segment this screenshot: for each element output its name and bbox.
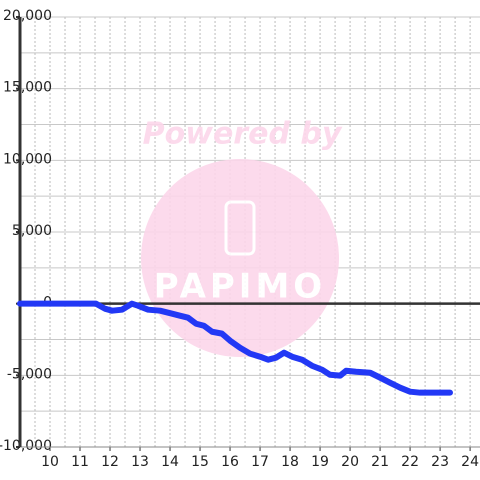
watermark-text: Powered by: [143, 117, 343, 152]
x-tick-label: 12: [101, 454, 119, 470]
watermark-circle: [141, 159, 339, 357]
x-tick-label: 13: [131, 454, 149, 470]
watermark-logo: PAPIMO: [154, 267, 326, 307]
y-tick-label: 10,000: [3, 151, 52, 167]
x-tick-label: 15: [191, 454, 209, 470]
x-tick-label: 19: [311, 454, 329, 470]
x-tick-label: 10: [41, 454, 59, 470]
x-tick-label: 22: [401, 454, 419, 470]
x-tick-label: 18: [281, 454, 299, 470]
watermark-icon: [224, 200, 256, 256]
x-tick-label: 17: [251, 454, 269, 470]
y-tick-label: 15,000: [3, 80, 52, 96]
x-tick-label: 21: [371, 454, 389, 470]
x-tick-label: 16: [221, 454, 239, 470]
y-tick-label: -5,000: [7, 366, 52, 382]
y-tick-label: 20,000: [3, 8, 52, 24]
y-tick-label: -10,000: [0, 438, 52, 454]
x-tick-label: 24: [461, 454, 479, 470]
watermark: Powered by PAPIMO: [141, 117, 343, 357]
x-tick-label: 11: [71, 454, 89, 470]
y-tick-label: 5,000: [12, 223, 52, 239]
x-tick-label: 20: [341, 454, 359, 470]
x-tick-label: 23: [431, 454, 449, 470]
series-line: [17, 300, 453, 396]
x-tick-label: 14: [161, 454, 179, 470]
